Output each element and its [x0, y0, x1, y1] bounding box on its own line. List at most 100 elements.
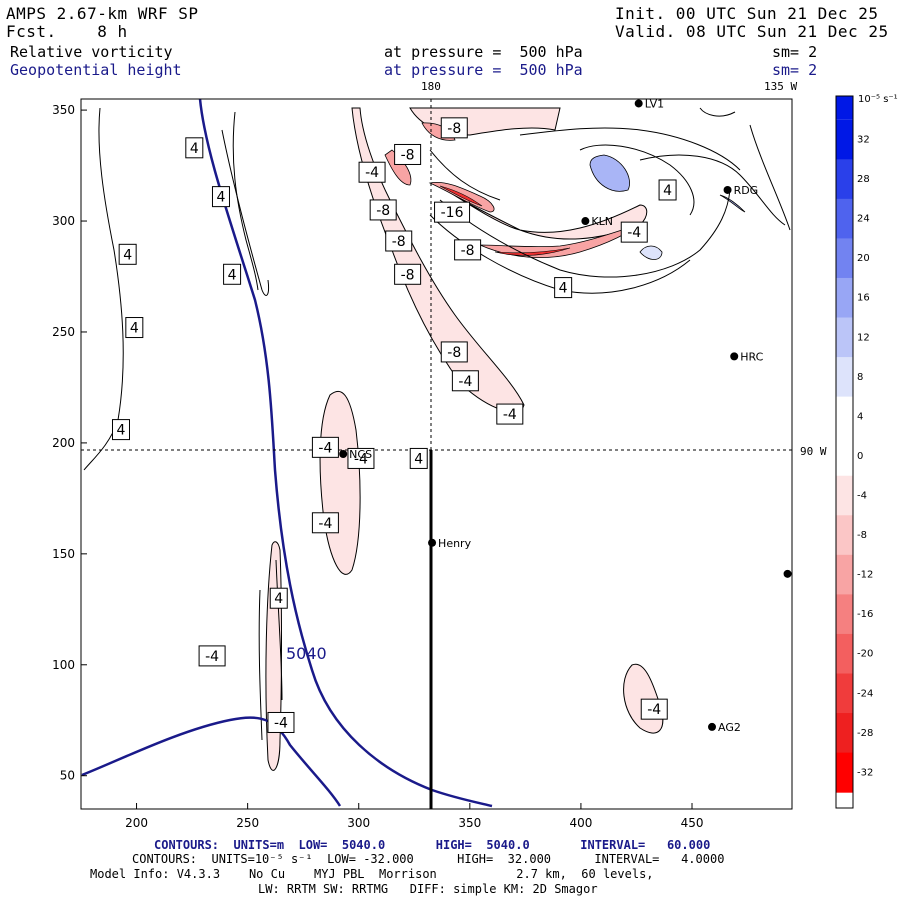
y-tick-label: 50 [60, 769, 75, 783]
vorticity-value-label: -4 [198, 645, 226, 667]
vorticity-value-label: -8 [369, 199, 397, 221]
station-marker: HRC [730, 350, 764, 363]
colorbar-label: 16 [857, 293, 870, 304]
colorbar-label: -8 [857, 530, 867, 541]
colorbar-label: 32 [857, 135, 870, 146]
station-marker: NCS [339, 448, 372, 461]
station-marker: Henry [428, 537, 472, 550]
vorticity-value-label: 4 [658, 179, 677, 201]
field1-name: Relative vorticity [10, 43, 173, 61]
y-tick-label: 300 [52, 214, 75, 228]
station-label: KLN [591, 215, 613, 228]
svg-text:-8: -8 [461, 243, 475, 259]
colorbar-segment [836, 277, 853, 319]
colorbar-unit: 10⁻⁵ s⁻¹ [858, 94, 898, 105]
station-marker: AG2 [708, 721, 741, 734]
colorbar-label: 4 [857, 411, 863, 422]
svg-text:-4: -4 [627, 225, 641, 241]
colorbar-label: -32 [857, 767, 873, 778]
vorticity-value-label: 4 [223, 263, 242, 285]
vorticity-value-label: 4 [554, 277, 573, 299]
y-tick-label: 200 [52, 436, 75, 450]
svg-text:4: 4 [663, 183, 672, 199]
station-marker: LV1 [634, 99, 664, 110]
field1-smoothing: sm= 2 [772, 43, 818, 61]
vorticity-value-label: 4 [211, 186, 230, 208]
colorbar-segment [836, 594, 853, 635]
svg-text:-4: -4 [647, 702, 661, 718]
colorbar-label: 20 [857, 253, 870, 264]
colorbar-segment [836, 554, 853, 595]
field2-level: at pressure = 500 hPa [384, 61, 583, 79]
svg-text:-4: -4 [458, 374, 472, 390]
vorticity-value-label: -4 [311, 512, 339, 534]
height-contour-label: 5040 [286, 644, 327, 663]
vorticity-value-label: -8 [394, 143, 422, 165]
station-marker [783, 569, 792, 578]
colorbar-segment [836, 159, 853, 200]
colorbar-label: -24 [857, 688, 873, 699]
vorticity-value-label: -8 [394, 263, 422, 285]
svg-text:4: 4 [559, 281, 568, 297]
svg-text:4: 4 [228, 267, 237, 283]
colorbar-label: 28 [857, 174, 870, 185]
vorticity-value-label: -8 [440, 117, 468, 139]
footer-model-info: Model Info: V4.3.3 No Cu MYJ PBL Morriso… [90, 867, 654, 881]
station-label: NCS [349, 448, 372, 461]
svg-text:4: 4 [414, 451, 423, 467]
y-tick-label: 100 [52, 658, 75, 672]
vorticity-value-label: 4 [269, 587, 288, 609]
x-tick-label: 350 [458, 816, 481, 830]
colorbar-label: 12 [857, 332, 870, 343]
svg-text:4: 4 [117, 423, 126, 439]
colorbar-segment [836, 436, 853, 477]
lon-label-180: 180 [421, 80, 441, 93]
svg-text:4: 4 [123, 247, 132, 263]
vorticity-value-label: -4 [347, 447, 375, 469]
station-marker: RDG [723, 184, 759, 197]
svg-text:-4: -4 [318, 440, 332, 456]
svg-text:4: 4 [130, 321, 139, 337]
svg-text:-8: -8 [401, 147, 415, 163]
footer-vorticity-contours: CONTOURS: UNITS=10⁻⁵ s⁻¹ LOW= -32.000 HI… [132, 852, 725, 866]
model-title: AMPS 2.67-km WRF SP [6, 4, 199, 23]
colorbar-label: -20 [857, 649, 873, 660]
x-tick-label: 450 [681, 816, 704, 830]
colorbar-label: -28 [857, 728, 873, 739]
station-marker: KLN [581, 215, 613, 228]
svg-text:4: 4 [274, 591, 283, 607]
svg-text:-4: -4 [318, 516, 332, 532]
vorticity-value-label: 4 [409, 447, 428, 469]
footer-physics-info: LW: RRTM SW: RRTMG DIFF: simple KM: 2D S… [258, 882, 598, 896]
colorbar-label: 8 [857, 372, 863, 383]
colorbar-segment [836, 752, 853, 793]
svg-text:-8: -8 [447, 345, 461, 361]
svg-text:4: 4 [217, 190, 226, 206]
vorticity-value-label: -16 [434, 201, 471, 223]
x-tick-label: 250 [236, 816, 259, 830]
colorbar-segment [836, 515, 853, 556]
colorbar-segment [836, 357, 853, 398]
station-markers: LV1 RDG KLN HRC NCS Henry AG2 [339, 99, 792, 734]
colorbar-label: 24 [857, 214, 870, 225]
geopotential-height-contour [81, 99, 493, 808]
vorticity-labels: 4 4 4 4 4 4 4 4 4 -4 -8 -8 -8 -8 -8 -16 -8 -4 -8 -4 -4 -4 -4 4 -… [111, 117, 677, 733]
moderate-negative-shading [384, 122, 639, 258]
colorbar-label: 0 [857, 451, 863, 462]
lon-label-90w: 90 W [800, 445, 827, 458]
vorticity-value-label: -4 [451, 370, 479, 392]
strong-negative-shading [439, 185, 571, 256]
station-label: Henry [438, 537, 472, 550]
vorticity-value-label: -4 [267, 711, 295, 733]
svg-text:-8: -8 [392, 234, 406, 250]
valid-time: Valid. 08 UTC Sun 21 Dec 25 [615, 22, 889, 41]
colorbar-label: -12 [857, 570, 873, 581]
x-tick-label: 400 [569, 816, 592, 830]
vorticity-value-label: -8 [385, 230, 413, 252]
svg-text:4: 4 [190, 141, 199, 157]
vorticity-value-label: -4 [311, 436, 339, 458]
x-axis-ticks: 200 250 300 350 400 450 [125, 803, 703, 830]
station-label: RDG [734, 184, 759, 197]
colorbar-label: -16 [857, 609, 873, 620]
